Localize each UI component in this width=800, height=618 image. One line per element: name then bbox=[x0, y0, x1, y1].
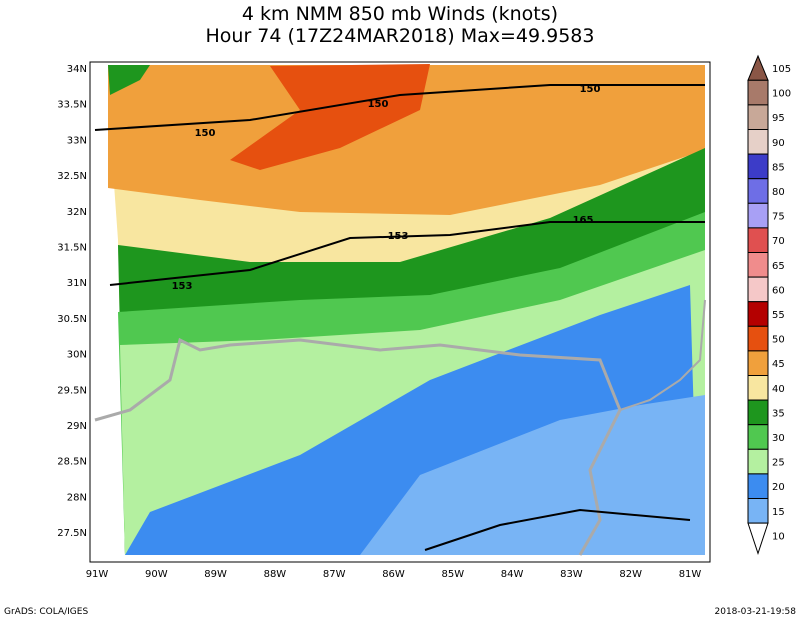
lon-label: 88W bbox=[264, 569, 287, 580]
colorbar-segment bbox=[747, 227, 769, 253]
colorbar-label: 50 bbox=[772, 335, 785, 346]
colorbar-label: 75 bbox=[772, 212, 785, 223]
colorbar-label: 55 bbox=[772, 310, 785, 321]
colorbar-label: 25 bbox=[772, 458, 785, 469]
lon-label: 86W bbox=[382, 569, 405, 580]
lat-label: 31N bbox=[67, 278, 87, 289]
colorbar-segment bbox=[747, 79, 769, 106]
colorbar-label: 45 bbox=[772, 359, 785, 370]
colorbar-segment bbox=[747, 153, 769, 180]
lon-label: 91W bbox=[86, 569, 109, 580]
subtitle: Hour 74 (17Z24MAR2018) Max=49.9583 bbox=[206, 25, 595, 47]
colorbar-segment bbox=[747, 178, 769, 204]
colorbar-label: 70 bbox=[772, 236, 785, 247]
footer-right: 2018-03-21-19:58 bbox=[715, 607, 797, 617]
colorbar-label: 15 bbox=[772, 507, 785, 518]
lat-label: 28N bbox=[67, 492, 87, 503]
lat-label: 29N bbox=[67, 421, 87, 432]
colorbar-label: 10 bbox=[772, 531, 785, 542]
lat-label: 33N bbox=[67, 135, 87, 146]
colorbar: 105 100 95 90 85 80 75 70 65 60 55 50 45 40 35 30 25 20 15… bbox=[747, 54, 791, 555]
lat-label: 32N bbox=[67, 207, 87, 218]
colorbar-segment bbox=[747, 54, 769, 81]
colorbar-segment bbox=[747, 276, 769, 303]
colorbar-segment bbox=[747, 473, 769, 499]
colorbar-label: 35 bbox=[772, 408, 785, 419]
colorbar-segment bbox=[747, 129, 769, 155]
colorbar-label: 30 bbox=[772, 433, 785, 444]
colorbar-segment bbox=[747, 325, 769, 352]
colorbar-label: 100 bbox=[772, 89, 791, 100]
colorbar-segment bbox=[747, 202, 769, 229]
colorbar-segment bbox=[747, 350, 769, 376]
colorbar-segment bbox=[747, 375, 769, 401]
colorbar-label: 20 bbox=[772, 482, 785, 493]
lon-label: 81W bbox=[679, 569, 702, 580]
colorbar-label: 65 bbox=[772, 261, 785, 272]
colorbar-segment bbox=[747, 498, 769, 524]
contour-label: 150 bbox=[368, 99, 389, 110]
lat-label: 31.5N bbox=[57, 243, 87, 254]
lon-label: 87W bbox=[323, 569, 346, 580]
colorbar-segment bbox=[747, 104, 769, 131]
lon-label: 89W bbox=[204, 569, 227, 580]
lon-label: 85W bbox=[441, 569, 464, 580]
title: 4 km NMM 850 mb Winds (knots) bbox=[242, 3, 558, 25]
colorbar-segment bbox=[747, 399, 769, 426]
contour-label: 153 bbox=[172, 281, 193, 292]
colorbar-segment bbox=[747, 252, 769, 278]
contour-label: 165 bbox=[573, 215, 594, 226]
colorbar-segment bbox=[747, 522, 769, 555]
contour-label: 150 bbox=[580, 84, 601, 95]
colorbar-label: 80 bbox=[772, 187, 785, 198]
colorbar-label: 90 bbox=[772, 138, 785, 149]
lon-label: 84W bbox=[501, 569, 524, 580]
contour-label: 150 bbox=[195, 128, 216, 139]
lat-label: 29.5N bbox=[57, 385, 87, 396]
lat-label: 34N bbox=[67, 64, 87, 75]
lon-label: 82W bbox=[619, 569, 642, 580]
contour-label: 153 bbox=[388, 231, 409, 242]
lat-label: 30.5N bbox=[57, 314, 87, 325]
lat-label: 32.5N bbox=[57, 171, 87, 182]
lon-label: 90W bbox=[145, 569, 168, 580]
lon-label: 83W bbox=[560, 569, 583, 580]
colorbar-label: 105 bbox=[772, 64, 791, 75]
lat-label: 28.5N bbox=[57, 457, 87, 468]
lat-label: 30N bbox=[67, 350, 87, 361]
colorbar-segment bbox=[747, 424, 769, 450]
colorbar-label: 85 bbox=[772, 162, 785, 173]
lat-label: 27.5N bbox=[57, 528, 87, 539]
colorbar-segment bbox=[747, 301, 769, 327]
colorbar-segment bbox=[747, 448, 769, 475]
map-fill bbox=[89, 61, 711, 563]
footer-left: GrADS: COLA/IGES bbox=[4, 607, 88, 617]
colorbar-label: 60 bbox=[772, 285, 785, 296]
colorbar-label: 95 bbox=[772, 113, 785, 124]
lat-label: 33.5N bbox=[57, 100, 87, 111]
colorbar-label: 40 bbox=[772, 384, 785, 395]
